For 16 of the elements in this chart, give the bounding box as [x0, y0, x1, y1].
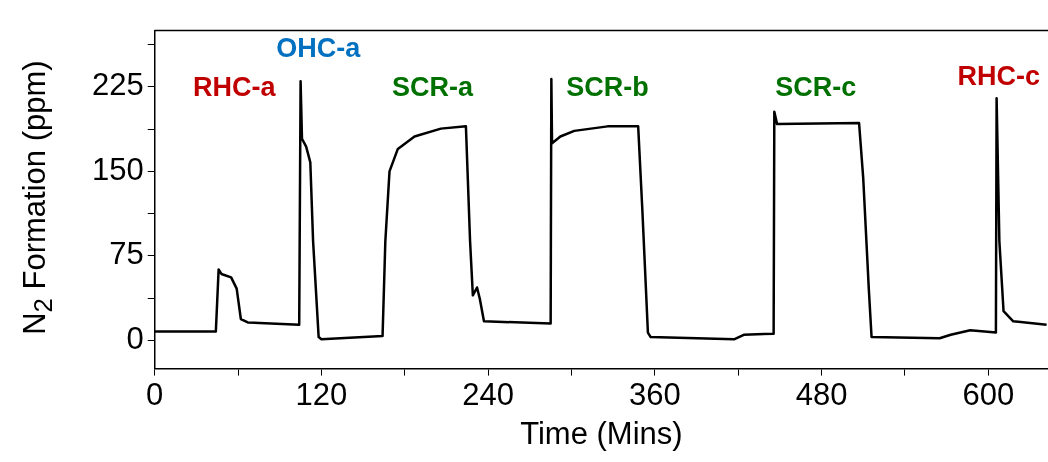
- y-tick-label: 75: [109, 236, 144, 272]
- x-tick-label: 360: [628, 376, 681, 412]
- annotation: RHC-a: [192, 71, 277, 102]
- x-tick-label: 120: [295, 376, 348, 412]
- annotation: SCR-a: [392, 71, 475, 102]
- y-tick-label: 225: [91, 67, 144, 103]
- x-tick-label: 600: [962, 376, 1015, 412]
- x-tick-label: 240: [462, 376, 515, 412]
- y-tick-label: 0: [126, 320, 144, 356]
- annotation: SCR-b: [566, 71, 649, 102]
- annotation: SCR-c: [775, 71, 857, 102]
- annotation: OHC-a: [276, 32, 362, 63]
- x-tick-label: 480: [795, 376, 848, 412]
- annotation: RHC-c: [957, 61, 1041, 92]
- y-tick-label: 150: [91, 151, 144, 187]
- x-axis-title: Time (Mins): [520, 415, 683, 451]
